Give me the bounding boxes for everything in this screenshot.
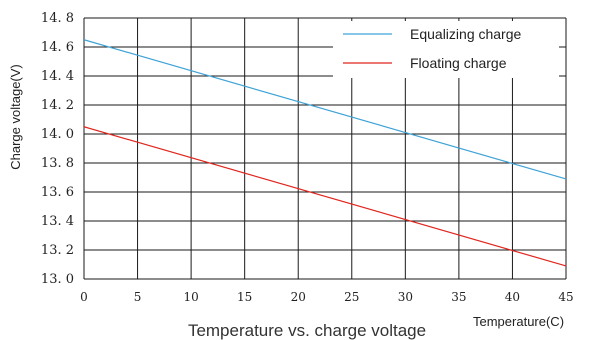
x-tick-label: 40 xyxy=(505,290,520,304)
x-tick-label: 10 xyxy=(183,290,198,304)
y-tick-label: 13. 4 xyxy=(41,214,74,229)
y-tick-label: 13. 0 xyxy=(41,272,74,287)
x-tick-label: 5 xyxy=(134,290,142,304)
y-tick-label: 13. 6 xyxy=(41,185,74,200)
chart-title: Temperature vs. charge voltage xyxy=(188,321,426,340)
legend-label: Equalizing charge xyxy=(410,26,522,42)
x-tick-label: 25 xyxy=(344,290,359,304)
series-lines xyxy=(83,39,567,267)
y-tick-labels: 13. 0 13. 2 13. 4 13. 6 13. 8 14. 0 14. 2 14. 4… xyxy=(41,11,74,287)
legend: Equalizing charge Floating charge xyxy=(333,21,559,78)
y-axis-label: Charge voltage(V) xyxy=(8,64,23,170)
y-tick-label: 14. 0 xyxy=(41,127,74,142)
series-line-floating-charge xyxy=(83,126,567,267)
y-tick-label: 14. 8 xyxy=(41,11,74,26)
y-tick-label: 14. 2 xyxy=(41,98,74,113)
y-tick-label: 13. 2 xyxy=(41,243,74,258)
series-line-equalizing-charge xyxy=(83,39,567,180)
x-tick-label: 30 xyxy=(398,290,413,304)
x-tick-label: 35 xyxy=(451,290,466,304)
x-tick-label: 45 xyxy=(558,290,573,304)
x-tick-label: 15 xyxy=(237,290,252,304)
x-tick-labels: 0 5 10 15 20 25 30 35 40 45 xyxy=(80,290,573,304)
legend-label: Floating charge xyxy=(410,55,507,71)
y-tick-label: 14. 4 xyxy=(41,69,74,84)
x-tick-label: 20 xyxy=(291,290,306,304)
x-axis-label: Temperature(C) xyxy=(473,314,564,329)
y-tick-label: 13. 8 xyxy=(41,156,74,171)
legend-box xyxy=(333,21,559,78)
x-tick-label: 0 xyxy=(80,290,88,304)
y-tick-label: 14. 6 xyxy=(41,40,74,55)
